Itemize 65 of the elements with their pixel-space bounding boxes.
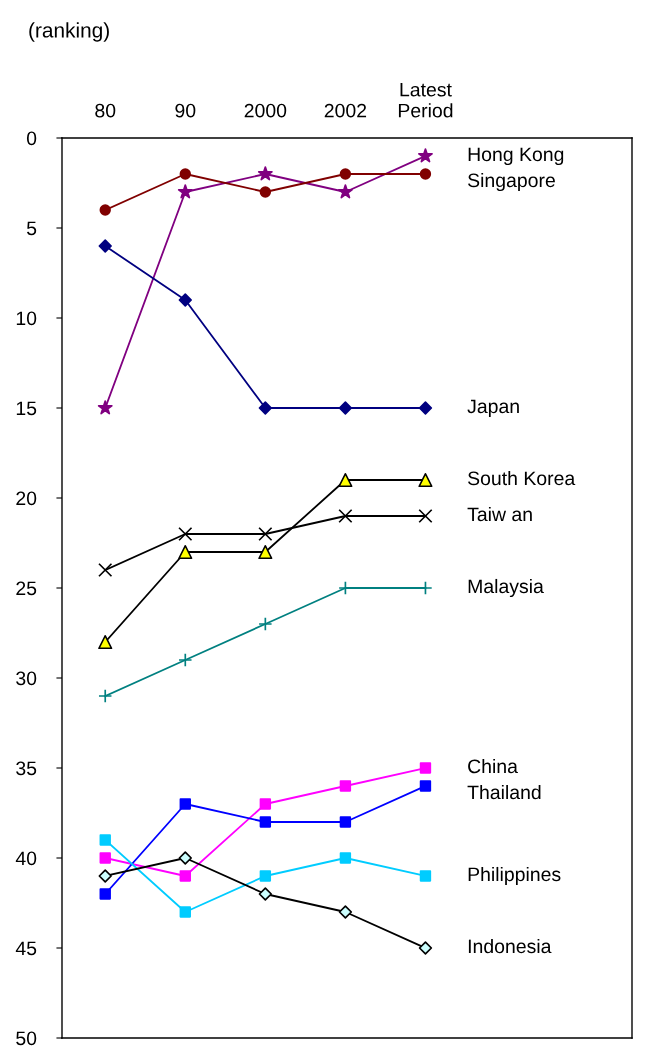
y-tick-label: 15 <box>16 401 37 416</box>
y-tick-label: 10 <box>16 311 37 326</box>
point <box>338 905 353 919</box>
y-tick-label: 0 <box>26 131 37 146</box>
point <box>99 834 111 846</box>
y-tick-label: 30 <box>16 671 37 686</box>
point <box>179 798 191 810</box>
point <box>418 472 433 488</box>
x-tick-label: 90 <box>175 103 196 118</box>
point <box>99 852 111 864</box>
point <box>98 562 113 578</box>
y-tick-label: 40 <box>15 851 37 866</box>
y-tick-label: 45 <box>15 941 37 956</box>
point <box>98 634 113 650</box>
series-label: Hong Kong <box>468 147 564 166</box>
point <box>178 544 193 560</box>
y-tick-label: 5 <box>26 221 37 236</box>
point <box>178 526 193 542</box>
point <box>339 780 352 792</box>
point <box>179 870 191 882</box>
point <box>418 941 433 955</box>
point <box>98 869 112 883</box>
point <box>99 888 111 900</box>
point <box>419 762 432 774</box>
x-tick-label: Latest Period <box>398 82 453 118</box>
series-label: Philippines <box>468 866 561 886</box>
point <box>338 472 353 488</box>
series-label: Japan <box>467 399 519 418</box>
y-tick-label: 50 <box>16 1031 37 1046</box>
point <box>178 293 193 307</box>
point <box>98 688 113 704</box>
x-tick-label: 2002 <box>324 103 367 118</box>
point <box>98 239 112 253</box>
y-tick-label: 20 <box>16 491 37 506</box>
point <box>339 852 352 864</box>
point <box>178 851 193 865</box>
point <box>419 780 432 792</box>
series-label: Malaysia <box>468 578 544 598</box>
series-label: Indonesia <box>468 938 552 954</box>
point <box>258 887 273 901</box>
point <box>258 616 273 632</box>
point <box>258 526 273 542</box>
point <box>339 816 352 828</box>
y-tick-label: 25 <box>16 581 37 596</box>
x-tick-label: 80 <box>95 103 116 118</box>
point <box>259 870 272 882</box>
point <box>258 401 273 415</box>
series-label: South Korea <box>468 470 576 486</box>
point <box>418 401 433 415</box>
point <box>258 544 273 560</box>
point <box>259 816 272 828</box>
series-label: Thailand <box>467 784 541 800</box>
point <box>178 652 193 668</box>
y-tick-label: 35 <box>16 761 37 776</box>
y-axis-title: (ranking) <box>29 22 109 42</box>
point <box>418 508 433 524</box>
series-label: China <box>468 758 518 774</box>
point <box>419 870 432 882</box>
point <box>338 401 353 415</box>
point <box>338 508 353 524</box>
series-label: Singapore <box>468 172 555 192</box>
series-label: Taiw an <box>467 506 532 522</box>
point <box>179 906 191 918</box>
point <box>259 798 272 810</box>
x-tick-label: 2000 <box>244 103 287 118</box>
